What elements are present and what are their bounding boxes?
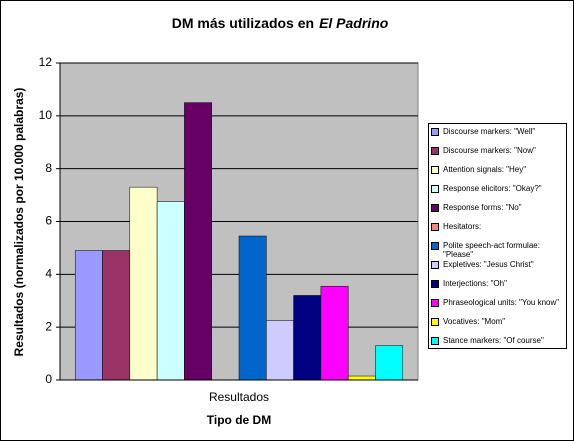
- bar: [74, 250, 103, 381]
- legend-swatch: [431, 223, 439, 231]
- legend: Discourse markers: "Well" Discourse marke…: [428, 123, 567, 349]
- legend-item: Discourse markers: "Now": [431, 146, 564, 165]
- x-tick-label: Resultados: [209, 390, 269, 404]
- legend-label: Interjections: "Oh": [443, 279, 507, 288]
- legend-label: Polite speech-act formulae: "Please": [443, 241, 540, 259]
- bar: [320, 285, 349, 381]
- y-tick-label: 2: [45, 319, 52, 333]
- legend-item: Attention signals: "Hey": [431, 165, 564, 184]
- legend-label: Discourse markers: "Well": [443, 127, 536, 136]
- legend-swatch: [431, 299, 439, 307]
- legend-item: Response forms: "No": [431, 203, 564, 222]
- legend-swatch: [431, 261, 439, 269]
- bar: [238, 235, 267, 381]
- y-tick-label: 6: [45, 214, 52, 228]
- legend-swatch: [431, 128, 439, 136]
- legend-label: Vocatives: "Mom": [443, 317, 506, 326]
- legend-label: Response elicitors: "Okay?": [443, 184, 542, 193]
- x-axis-title: Tipo de DM: [207, 413, 271, 427]
- y-tick-label: 12: [39, 55, 53, 69]
- title-italic: El Padrino: [319, 15, 389, 31]
- legend-label: Attention signals: "Hey": [443, 165, 527, 174]
- legend-swatch: [431, 204, 439, 212]
- legend-swatch: [431, 147, 439, 155]
- legend-item: Vocatives: "Mom": [431, 317, 564, 336]
- y-tick-label: 10: [39, 108, 53, 122]
- legend-item: Discourse markers: "Well": [431, 127, 564, 146]
- y-tick-label: 4: [45, 267, 52, 281]
- legend-label: Discourse markers: "Now": [443, 146, 536, 155]
- legend-item: Polite speech-act formulae: "Please": [431, 241, 564, 260]
- bar: [184, 102, 212, 381]
- legend-label: Expletives: "Jesus Christ": [443, 260, 534, 269]
- legend-item: Expletives: "Jesus Christ": [431, 260, 564, 279]
- bar: [293, 295, 322, 381]
- bar: [347, 375, 376, 381]
- legend-swatch: [431, 185, 439, 193]
- legend-swatch: [431, 337, 439, 345]
- legend-item: Interjections: "Oh": [431, 279, 564, 298]
- legend-swatch: [431, 166, 439, 174]
- legend-swatch: [431, 280, 439, 288]
- bar: [375, 345, 404, 381]
- legend-swatch: [431, 242, 439, 250]
- y-tick-label: 0: [45, 372, 52, 386]
- y-tick-label: 8: [45, 161, 52, 175]
- legend-swatch: [431, 318, 439, 326]
- legend-label: Response forms: "No": [443, 203, 522, 212]
- legend-item: Phraseological units: "You know": [431, 298, 564, 317]
- bar: [129, 186, 158, 381]
- chart-title: DM más utilizados en El Padrino: [172, 15, 389, 31]
- legend-item: Stance markers: "Of course": [431, 336, 564, 355]
- legend-label: Stance markers: "Of course": [443, 336, 544, 345]
- bar: [156, 201, 185, 381]
- legend-item: Response elicitors: "Okay?": [431, 184, 564, 203]
- bar: [102, 250, 131, 381]
- y-axis-title: Resultados (normalizados por 10.000 pala…: [12, 88, 26, 357]
- title-main: DM más utilizados en: [172, 15, 314, 31]
- legend-label: Hesitators:: [443, 222, 482, 231]
- legend-label: Phraseological units: "You know": [443, 298, 560, 307]
- bar: [266, 320, 294, 381]
- legend-item: Hesitators:: [431, 222, 564, 241]
